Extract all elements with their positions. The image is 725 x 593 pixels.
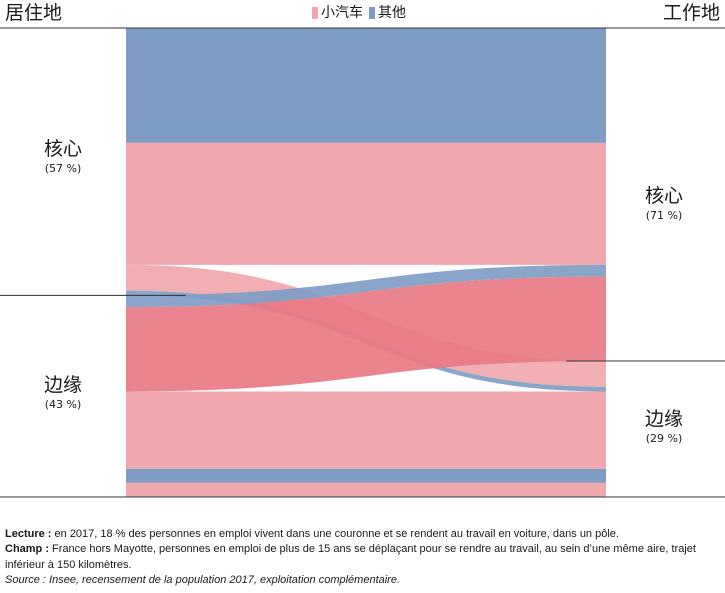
note-lecture-label: Lecture : — [5, 528, 52, 540]
legend-label-car: 小汽车 — [321, 5, 363, 21]
node-residence-core: 核心 (57 %) — [15, 137, 111, 176]
legend: 小汽车 其他 — [312, 4, 412, 22]
legend-swatch-car — [312, 7, 318, 19]
flow-0 — [126, 28, 606, 143]
flow-7 — [126, 468, 606, 483]
node-residence-periphery-name: 边缘 — [43, 374, 82, 396]
legend-item-other: 其他 — [369, 4, 406, 22]
legend-label-other: 其他 — [378, 5, 406, 21]
node-residence-core-share: (57 %) — [44, 162, 82, 175]
legend-item-car: 小汽车 — [312, 4, 363, 22]
node-workplace-periphery: 边缘 (29 %) — [616, 407, 712, 446]
legend-swatch-other — [369, 7, 375, 19]
flow-4 — [126, 264, 606, 308]
node-residence-periphery: 边缘 (43 %) — [15, 373, 111, 412]
node-workplace-core-share: (71 %) — [645, 209, 683, 222]
workplace-column-title: 工作地 — [662, 2, 720, 24]
note-champ: Champ : France hors Mayotte, personnes e… — [5, 542, 721, 573]
flow-6 — [126, 391, 606, 469]
note-lecture-text: en 2017, 18 % des personnes en emploi vi… — [51, 528, 619, 540]
note-champ-text: France hors Mayotte, personnes en emploi… — [5, 543, 696, 571]
residence-column-title: 居住地 — [5, 2, 63, 24]
node-workplace-core-name: 核心 — [644, 185, 683, 207]
node-residence-periphery-share: (43 %) — [44, 398, 82, 411]
note-lecture: Lecture : en 2017, 18 % des personnes en… — [5, 527, 721, 542]
flow-8 — [126, 482, 606, 497]
node-workplace-periphery-name: 边缘 — [644, 408, 683, 430]
node-residence-core-name: 核心 — [43, 138, 82, 160]
notes: Lecture : en 2017, 18 % des personnes en… — [5, 527, 721, 589]
flow-5 — [126, 276, 606, 392]
note-champ-label: Champ : — [5, 543, 49, 556]
flow-1 — [126, 142, 606, 265]
node-workplace-core: 核心 (71 %) — [616, 184, 712, 223]
node-workplace-periphery-share: (29 %) — [645, 432, 683, 445]
note-source: Source : Insee, recensement de la popula… — [5, 574, 401, 587]
sankey-diagram — [0, 27, 725, 498]
